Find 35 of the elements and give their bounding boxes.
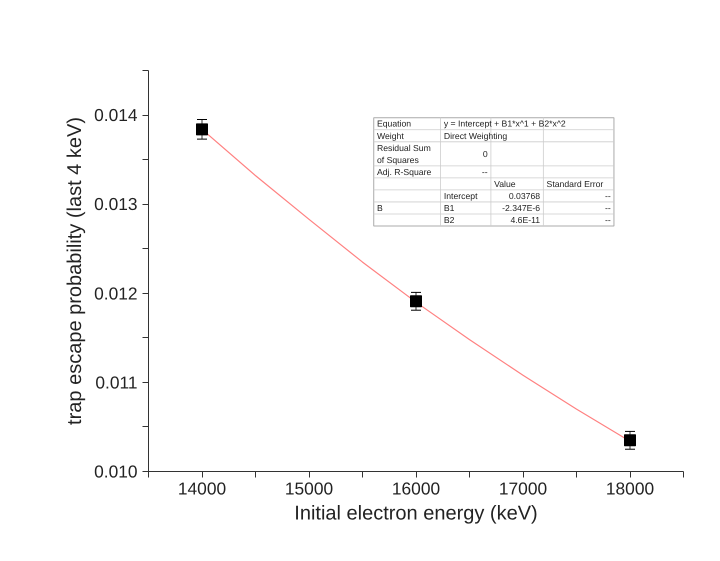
x-tick-label: 14000 [178,478,226,498]
annotation: 4.6E-11 [510,214,540,225]
x-tick-label: 15000 [284,478,334,498]
y-axis-title: trap escape probability (last 4 keV) [64,117,86,425]
annotation: B [376,202,383,213]
annotation: Value [494,178,516,189]
annotation: -2.347E-6 [502,202,540,213]
annotation: Intercept [444,190,478,201]
x-tick-label: 18000 [606,478,654,498]
y-tick-label: 0.010 [94,462,138,482]
point [196,123,208,136]
point [624,434,636,446]
annotation: 0 [482,148,488,159]
x-axis-title: Initial electron energy (keV) [294,502,538,524]
x-tick-label: 17000 [498,478,548,498]
annotation: B1 [444,202,455,213]
point [410,295,422,308]
annotation: Standard Error [546,178,604,189]
annotation: -- [482,166,488,177]
annotation: Equation [376,118,412,129]
annotation: -- [604,190,611,201]
annotation: -- [604,202,611,213]
y-tick-label: 0.014 [94,105,138,126]
y-tick-label: 0.013 [94,194,138,214]
x-tick-label: 16000 [392,478,440,498]
annotation: -- [604,214,611,225]
annotation: Adj. R-Square [376,166,432,177]
annotation: Residual Sum of Squares [376,142,431,165]
y-tick-label: 0.011 [95,372,138,392]
annotation: 0.03768 [508,190,540,201]
annotation: Direct Weighting [444,130,508,141]
annotation: y = Intercept + B1*x^1 + B2*x^2 [444,118,566,129]
annotation: Weight [376,130,404,141]
y-tick-label: 0.012 [94,283,138,304]
annotation: B2 [444,214,455,225]
